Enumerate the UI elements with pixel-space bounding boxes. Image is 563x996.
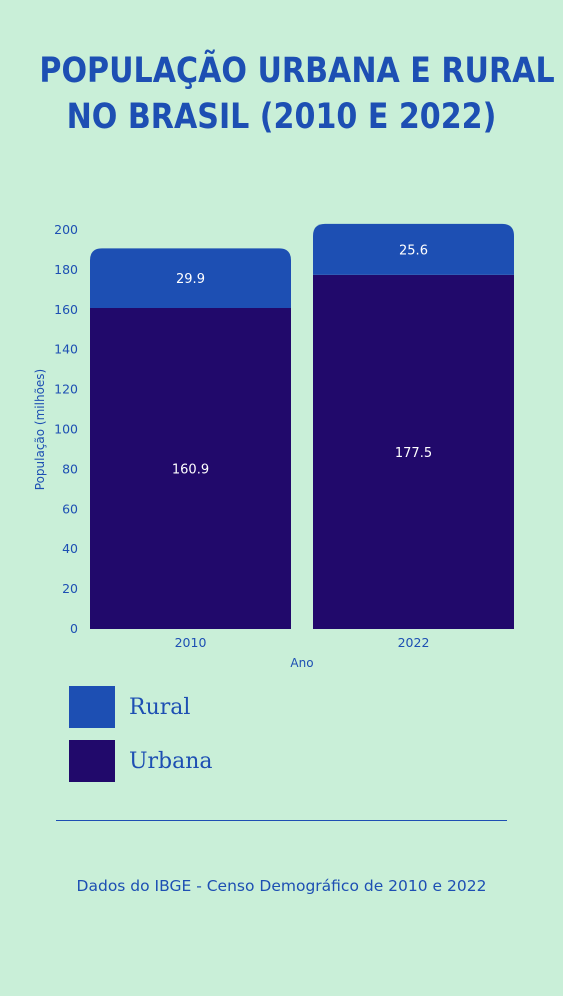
y-tick-label: 40 bbox=[62, 541, 78, 556]
bar-rural-2022 bbox=[313, 223, 514, 275]
data-label-rural-2010: 29.9 bbox=[176, 272, 205, 287]
x-axis-label: Ano bbox=[290, 656, 313, 670]
legend: Rural Urbana bbox=[69, 686, 213, 794]
legend-item-urbana: Urbana bbox=[69, 740, 213, 782]
title-line-2: NO BRASIL (2010 E 2022) bbox=[66, 97, 497, 137]
x-tick-label: 2010 bbox=[175, 635, 207, 650]
y-tick-label: 200 bbox=[54, 222, 78, 237]
x-tick-label: 2022 bbox=[398, 635, 430, 650]
data-label-urbana-2022: 177.5 bbox=[395, 446, 432, 461]
y-tick-label: 100 bbox=[54, 422, 78, 437]
bar-urbana-2010 bbox=[90, 308, 291, 629]
legend-swatch-rural bbox=[69, 686, 115, 728]
y-tick-label: 160 bbox=[54, 302, 78, 317]
legend-label-rural: Rural bbox=[129, 694, 191, 720]
y-tick-label: 80 bbox=[62, 461, 78, 476]
y-tick-label: 180 bbox=[54, 262, 78, 277]
y-tick-label: 120 bbox=[54, 382, 78, 397]
y-tick-label: 60 bbox=[62, 501, 78, 516]
legend-item-rural: Rural bbox=[69, 686, 213, 728]
y-tick-label: 140 bbox=[54, 342, 78, 357]
title-line-1: POPULAÇÃO URBANA E RURAL bbox=[39, 51, 555, 91]
bar-rural-2010 bbox=[90, 248, 291, 309]
y-tick-label: 20 bbox=[62, 581, 78, 596]
legend-label-urbana: Urbana bbox=[129, 748, 213, 774]
bar-urbana-2022 bbox=[313, 274, 514, 629]
y-tick-label: 0 bbox=[70, 621, 78, 636]
legend-swatch-urbana bbox=[69, 740, 115, 782]
y-axis-label: População (milhões) bbox=[33, 369, 47, 490]
data-label-urbana-2010: 160.9 bbox=[172, 463, 209, 478]
data-label-rural-2022: 25.6 bbox=[399, 243, 428, 258]
divider bbox=[56, 820, 507, 821]
bar-chart: 0 20 40 60 80 100 120 140 160 180 200 População (mi… bbox=[33, 222, 514, 670]
chart-title: POPULAÇÃO URBANA E RURAL NO BRASIL (2010… bbox=[39, 48, 555, 140]
source-note: Dados do IBGE - Censo Demográfico de 201… bbox=[76, 877, 487, 895]
